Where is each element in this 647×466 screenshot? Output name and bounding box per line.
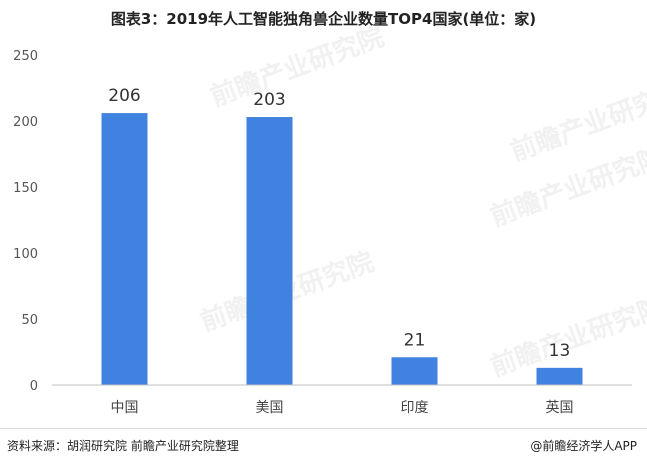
bar-2	[391, 357, 438, 385]
y-axis: 0 50 100 150 200 250	[13, 49, 38, 394]
data-label: 206	[108, 86, 140, 106]
source-note: 资料来源：胡润研究院 前瞻产业研究院整理	[7, 439, 239, 453]
y-tick-label: 200	[13, 115, 38, 130]
y-tick-label: 50	[21, 313, 38, 328]
x-axis-labels: 中国 美国 印度 英国	[111, 399, 574, 416]
data-label: 203	[253, 90, 285, 110]
bar-1	[246, 117, 293, 385]
chart-title: 图表3：2019年人工智能独角兽企业数量TOP4国家(单位：家)	[110, 10, 537, 28]
data-label: 21	[404, 330, 426, 350]
x-tick-label: 中国	[111, 400, 139, 416]
watermark-text: 前瞻产业研究院	[206, 21, 388, 112]
footer-divider	[0, 428, 647, 429]
bar-chart: 前瞻产业研究院前瞻产业研究院前瞻产业研究院前瞻产业研究院前瞻产业研究院 0501…	[13, 21, 647, 416]
bar-3	[536, 367, 583, 385]
y-tick-label: 150	[13, 181, 38, 196]
x-tick-label: 印度	[401, 400, 429, 416]
bars-group: 206 203 21 13	[101, 86, 583, 385]
y-tick-label: 100	[13, 247, 38, 262]
x-tick-label: 英国	[546, 399, 574, 416]
x-tick-label: 美国	[256, 400, 284, 416]
bar-0	[101, 113, 148, 385]
y-tick-label: 250	[13, 49, 38, 64]
brand-credit: @前瞻经济学人APP	[530, 439, 637, 453]
data-label: 13	[549, 341, 571, 361]
watermark-text: 前瞻产业研究院	[486, 141, 647, 232]
y-tick-label: 0	[30, 379, 38, 394]
